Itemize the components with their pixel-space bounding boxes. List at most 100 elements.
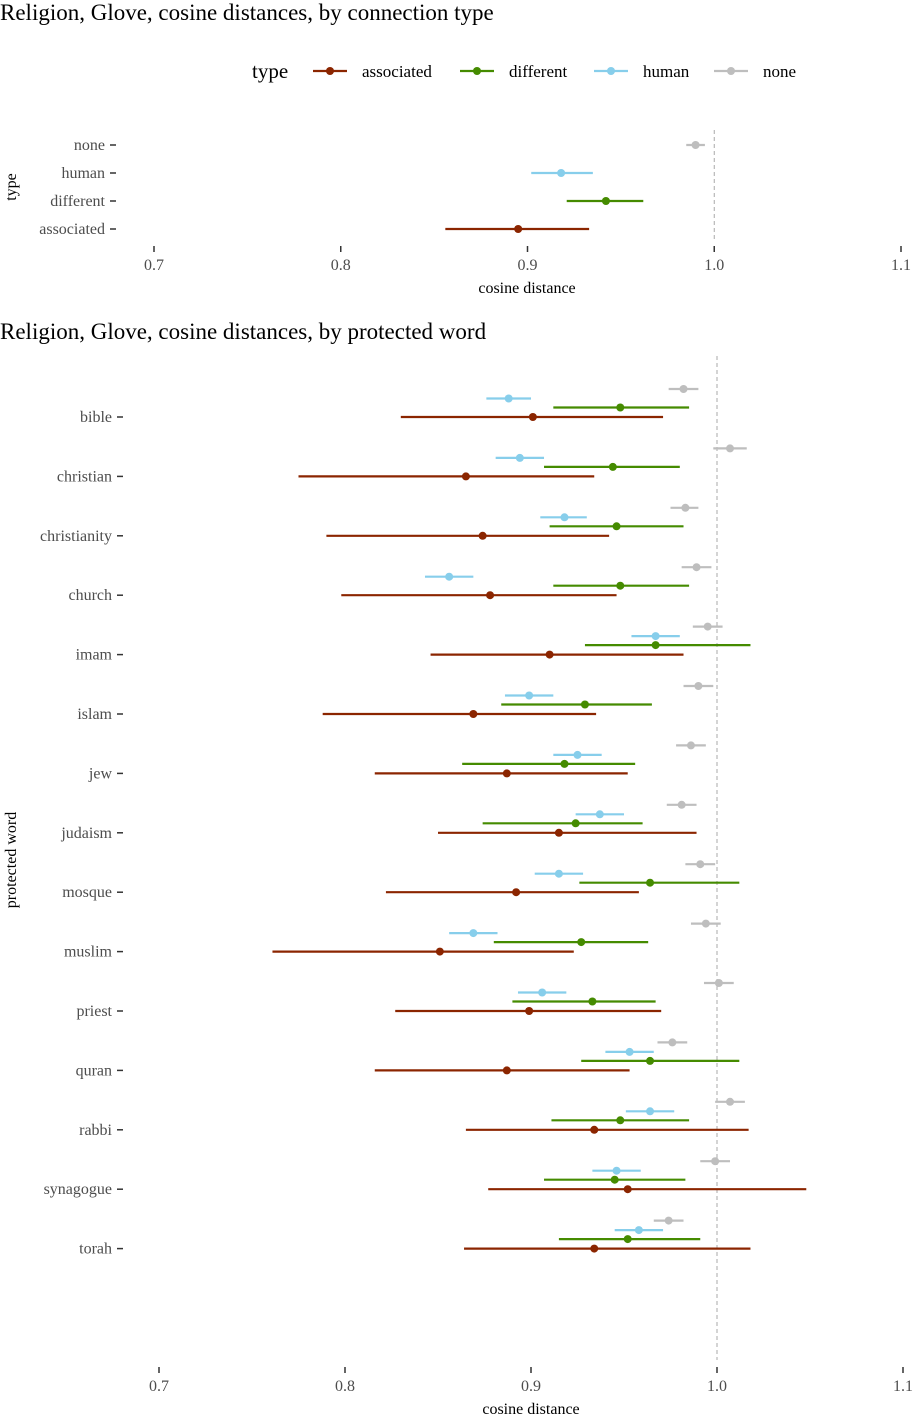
legend-dot-none — [727, 67, 735, 75]
panel2-point-jew-none — [686, 741, 695, 750]
panel2-point-islam-human — [525, 691, 534, 700]
panel2-y-tick-judaism: judaism — [60, 825, 112, 842]
panel2-point-rabbi-human — [646, 1107, 655, 1116]
panel2-point-bible-none — [679, 385, 688, 393]
panel2-y-tick-christian: christian — [57, 468, 112, 485]
panel-by-connection-type: Religion, Glove, cosine distances, by co… — [0, 0, 911, 297]
legend-label-none: none — [763, 62, 796, 81]
legend-label-associated: associated — [362, 62, 432, 81]
panel2-point-judaism-different — [571, 819, 580, 828]
legend: type associated different human none — [252, 59, 796, 83]
panel2-point-church-none — [692, 563, 701, 572]
panel2-point-christian-human — [515, 453, 524, 462]
panel2-y-tick-islam: islam — [77, 706, 112, 723]
panel2-x-tick-0.9: 0.9 — [521, 1378, 541, 1395]
panel1-point-different — [601, 197, 610, 205]
panel2-point-jew-human — [573, 750, 582, 759]
panel2-point-quran-different — [646, 1056, 655, 1065]
panel2-point-church-human — [445, 572, 454, 581]
panel2-point-judaism-human — [595, 810, 604, 819]
legend-label-different: different — [509, 62, 567, 81]
panel2-point-christianity-human — [560, 513, 569, 522]
panel2-y-tick-torah: torah — [79, 1241, 112, 1258]
legend-dot-different — [473, 67, 481, 75]
panel2-y-tick-bible: bible — [80, 409, 112, 426]
panel2-point-rabbi-none — [726, 1097, 735, 1106]
panel2-point-christian-associated — [461, 472, 470, 481]
panel2-point-priest-human — [538, 988, 547, 997]
panel1-x-tick-0.7: 0.7 — [144, 257, 164, 274]
panel2-point-bible-human — [504, 394, 513, 403]
panel2-y-tick-mosque: mosque — [62, 884, 112, 901]
panel2-point-priest-associated — [525, 1007, 534, 1015]
panel1-point-none — [691, 141, 700, 149]
panel1-x-tick-1.0: 1.0 — [704, 257, 724, 274]
panel2-x-tick-1.0: 1.0 — [707, 1378, 727, 1395]
panel2-point-torah-human — [634, 1226, 643, 1235]
panel2-y-tick-quran: quran — [76, 1062, 112, 1079]
panel2-point-judaism-none — [677, 800, 686, 809]
panel2-point-muslim-none — [701, 919, 710, 928]
panel2-point-mosque-different — [646, 878, 655, 887]
panel2-point-jew-different — [560, 759, 569, 768]
panel2-point-rabbi-associated — [590, 1125, 599, 1134]
panel2-point-mosque-human — [554, 869, 563, 878]
panel2-point-priest-different — [588, 997, 597, 1006]
panel1-title: Religion, Glove, cosine distances, by co… — [0, 0, 494, 25]
panel2-y-axis-label: protected word — [3, 812, 20, 908]
panel1-y-tick-none: none — [74, 137, 105, 154]
panel2-y-tick-christianity: christianity — [40, 528, 112, 545]
panel2-y-tick-synagogue: synagogue — [44, 1181, 112, 1198]
panel2-point-muslim-associated — [435, 947, 444, 956]
panel2-point-islam-different — [580, 700, 589, 709]
panel2-point-christianity-none — [681, 503, 690, 512]
panel1-y-tick-human: human — [61, 165, 105, 182]
panel2-x-tick-0.7: 0.7 — [149, 1378, 169, 1395]
legend-dot-associated — [326, 67, 334, 75]
panel2-x-tick-1.1: 1.1 — [893, 1378, 913, 1395]
panel2-point-bible-different — [616, 403, 625, 412]
panel2-point-synagogue-human — [612, 1166, 621, 1175]
panel2-point-islam-none — [694, 682, 703, 690]
panel2-point-bible-associated — [528, 413, 537, 421]
panel2-point-christianity-associated — [478, 531, 487, 540]
panel2-point-judaism-associated — [554, 828, 563, 837]
panel2-point-mosque-none — [696, 860, 705, 869]
panel2-title: Religion, Glove, cosine distances, by pr… — [0, 319, 487, 344]
panel1-y-tick-different: different — [50, 193, 105, 210]
panel2-point-imam-human — [651, 632, 660, 641]
panel2-point-torah-different — [623, 1235, 632, 1244]
panel2-point-torah-associated — [590, 1244, 599, 1253]
panel2-y-tick-imam: imam — [76, 647, 113, 664]
panel2-point-christian-none — [726, 444, 735, 453]
panel2-point-quran-associated — [502, 1066, 511, 1075]
panel2-point-imam-different — [651, 641, 660, 650]
panel1-x-tick-0.9: 0.9 — [518, 257, 538, 274]
panel2-point-jew-associated — [502, 769, 511, 778]
panel2-point-church-associated — [486, 591, 495, 600]
panel2-y-tick-rabbi: rabbi — [79, 1122, 112, 1139]
panel2-point-synagogue-different — [610, 1175, 619, 1184]
panel1-point-human — [557, 169, 566, 177]
legend-dot-human — [607, 67, 615, 75]
panel2-x-tick-0.8: 0.8 — [335, 1378, 355, 1395]
panel1-y-axis-label: type — [3, 173, 20, 201]
panel2-point-mosque-associated — [512, 888, 521, 897]
panel-by-protected-word: Religion, Glove, cosine distances, by pr… — [0, 319, 913, 1415]
panel2-point-synagogue-associated — [623, 1185, 632, 1194]
panel1-y-tick-associated: associated — [39, 221, 105, 238]
panel1-x-axis-label: cosine distance — [478, 280, 575, 297]
legend-label-human: human — [643, 62, 690, 81]
panel2-point-muslim-different — [577, 938, 586, 947]
panel2-point-imam-none — [703, 622, 712, 631]
panel2-point-islam-associated — [469, 710, 478, 718]
panel1-x-tick-1.1: 1.1 — [891, 257, 911, 274]
panel2-y-tick-priest: priest — [76, 1003, 112, 1020]
panel2-y-tick-muslim: muslim — [64, 944, 113, 961]
panel2-point-torah-none — [664, 1216, 673, 1225]
panel1-x-tick-0.8: 0.8 — [331, 257, 351, 274]
panel2-point-synagogue-none — [711, 1157, 720, 1166]
panel2-y-tick-jew: jew — [88, 765, 113, 782]
panel2-point-christian-different — [608, 462, 617, 471]
panel2-y-tick-church: church — [68, 587, 112, 604]
